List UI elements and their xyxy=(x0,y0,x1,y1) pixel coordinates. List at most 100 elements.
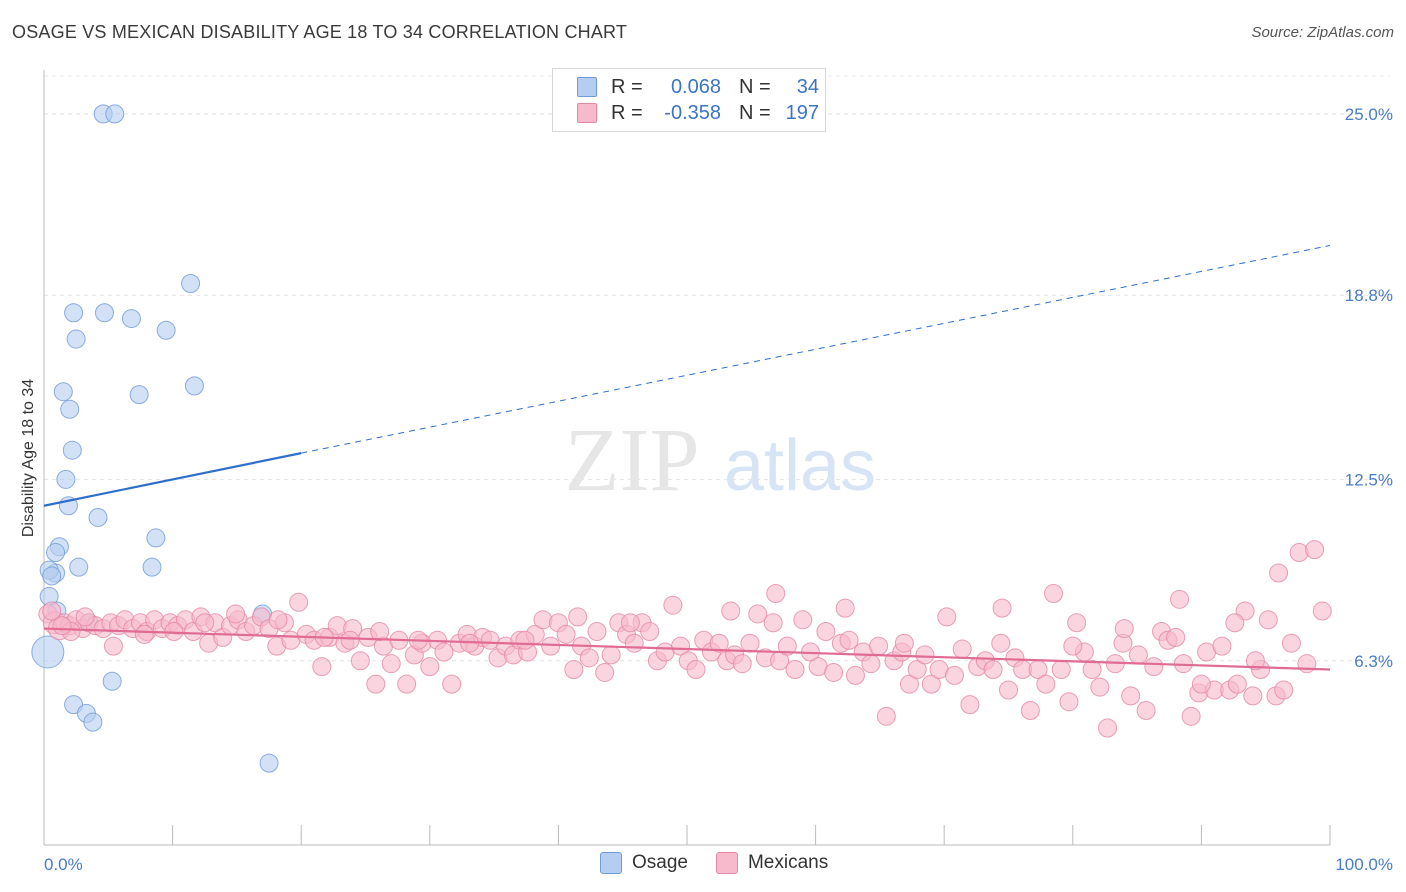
point-osage xyxy=(62,440,82,460)
y-tick-label: 18.8% xyxy=(1345,286,1393,305)
point-mexicans xyxy=(195,613,215,633)
point-mexicans xyxy=(766,583,786,603)
point-mexicans xyxy=(579,648,599,668)
point-mexicans xyxy=(515,630,535,650)
series-legend: Osage Mexicans xyxy=(600,852,856,874)
point-mexicans xyxy=(732,654,752,674)
point-mexicans xyxy=(1121,686,1141,706)
point-mexicans xyxy=(620,613,640,633)
point-osage xyxy=(184,376,204,396)
point-mexicans xyxy=(370,622,390,642)
point-mexicans xyxy=(420,657,440,677)
trend-lines xyxy=(43,244,1331,671)
point-mexicans xyxy=(289,592,309,612)
point-mexicans xyxy=(876,706,896,726)
point-mexicans xyxy=(816,622,836,642)
point-mexicans xyxy=(983,660,1003,680)
point-mexicans xyxy=(869,636,889,656)
point-mexicans xyxy=(556,624,576,644)
point-mexicans xyxy=(1258,610,1278,630)
trend-osage xyxy=(43,452,302,507)
watermark-atlas: atlas xyxy=(724,426,876,506)
legend-item-mexicans[interactable]: Mexicans xyxy=(715,852,828,874)
point-mexicans xyxy=(1044,583,1064,603)
legend-r-label: R = xyxy=(611,101,643,124)
legend-r-value: 0.068 xyxy=(670,75,721,98)
point-mexicans xyxy=(709,633,729,653)
point-mexicans xyxy=(533,610,553,630)
point-mexicans xyxy=(226,604,246,624)
point-osage xyxy=(94,303,114,323)
legend-label-osage: Osage xyxy=(632,852,688,873)
watermark-zip: ZIP xyxy=(565,411,700,510)
point-mexicans xyxy=(568,607,588,627)
point-mexicans xyxy=(991,633,1011,653)
trend-extension-osage xyxy=(301,244,1331,454)
legend-n-label: N = xyxy=(739,101,771,124)
point-mexicans xyxy=(75,607,95,627)
point-mexicans xyxy=(952,639,972,659)
legend-item-osage[interactable]: Osage xyxy=(600,852,688,874)
point-mexicans xyxy=(1144,657,1164,677)
point-mexicans xyxy=(1281,633,1301,653)
y-tick-label: 6.3% xyxy=(1354,652,1393,671)
legend-n-label: N = xyxy=(739,75,771,98)
point-mexicans xyxy=(381,654,401,674)
point-mexicans xyxy=(824,662,844,682)
point-mexicans xyxy=(1212,636,1232,656)
point-mexicans xyxy=(686,660,706,680)
point-mexicans xyxy=(1274,680,1294,700)
point-osage xyxy=(121,309,141,329)
point-mexicans xyxy=(564,660,584,680)
y-axis-label: Disability Age 18 to 34 xyxy=(20,379,37,537)
watermark: ZIP atlas xyxy=(565,411,877,510)
point-mexicans xyxy=(1090,677,1110,697)
point-mexicans xyxy=(740,633,760,653)
point-osage xyxy=(56,469,76,489)
point-osage xyxy=(129,385,149,405)
point-osage xyxy=(53,382,73,402)
point-mexicans xyxy=(1128,645,1148,665)
point-mexicans xyxy=(785,660,805,680)
point-mexicans xyxy=(1166,627,1186,647)
point-mexicans xyxy=(268,610,288,630)
point-mexicans xyxy=(1036,674,1056,694)
point-mexicans xyxy=(1020,700,1040,720)
point-mexicans xyxy=(845,665,865,685)
point-mexicans xyxy=(1051,660,1071,680)
point-mexicans xyxy=(595,662,615,682)
legend-r-value: -0.358 xyxy=(664,101,721,124)
trend-mexicans xyxy=(43,627,1331,671)
legend-row-osage: R = 0.068 N = 34 xyxy=(577,75,819,99)
point-osage xyxy=(46,543,66,563)
legend-swatch-mexicans xyxy=(715,852,738,874)
point-mexicans xyxy=(1063,636,1083,656)
y-tick-label: 25.0% xyxy=(1345,105,1393,124)
point-mexicans xyxy=(134,624,154,644)
point-osage xyxy=(66,329,86,349)
point-mexicans xyxy=(1136,700,1156,720)
point-mexicans xyxy=(366,674,386,694)
point-mexicans xyxy=(915,645,935,665)
point-mexicans xyxy=(1170,589,1190,609)
legend-swatch-mexicans xyxy=(577,103,597,123)
point-mexicans xyxy=(312,657,332,677)
point-mexicans xyxy=(777,636,797,656)
point-mexicans xyxy=(663,595,683,615)
point-mexicans xyxy=(587,622,607,642)
point-mexicans xyxy=(748,604,768,624)
point-mexicans xyxy=(624,633,644,653)
point-mexicans xyxy=(921,674,941,694)
chart-source: Source: ZipAtlas.com xyxy=(1251,24,1394,41)
point-mexicans xyxy=(1067,613,1087,633)
point-osage xyxy=(105,104,125,124)
chart-title: OSAGE VS MEXICAN DISABILITY AGE 18 TO 34… xyxy=(12,22,628,42)
point-mexicans xyxy=(992,598,1012,618)
point-osage xyxy=(102,671,122,691)
point-mexicans xyxy=(640,622,660,642)
point-mexicans xyxy=(861,654,881,674)
point-mexicans xyxy=(541,636,561,656)
point-mexicans xyxy=(721,601,741,621)
point-mexicans xyxy=(899,674,919,694)
